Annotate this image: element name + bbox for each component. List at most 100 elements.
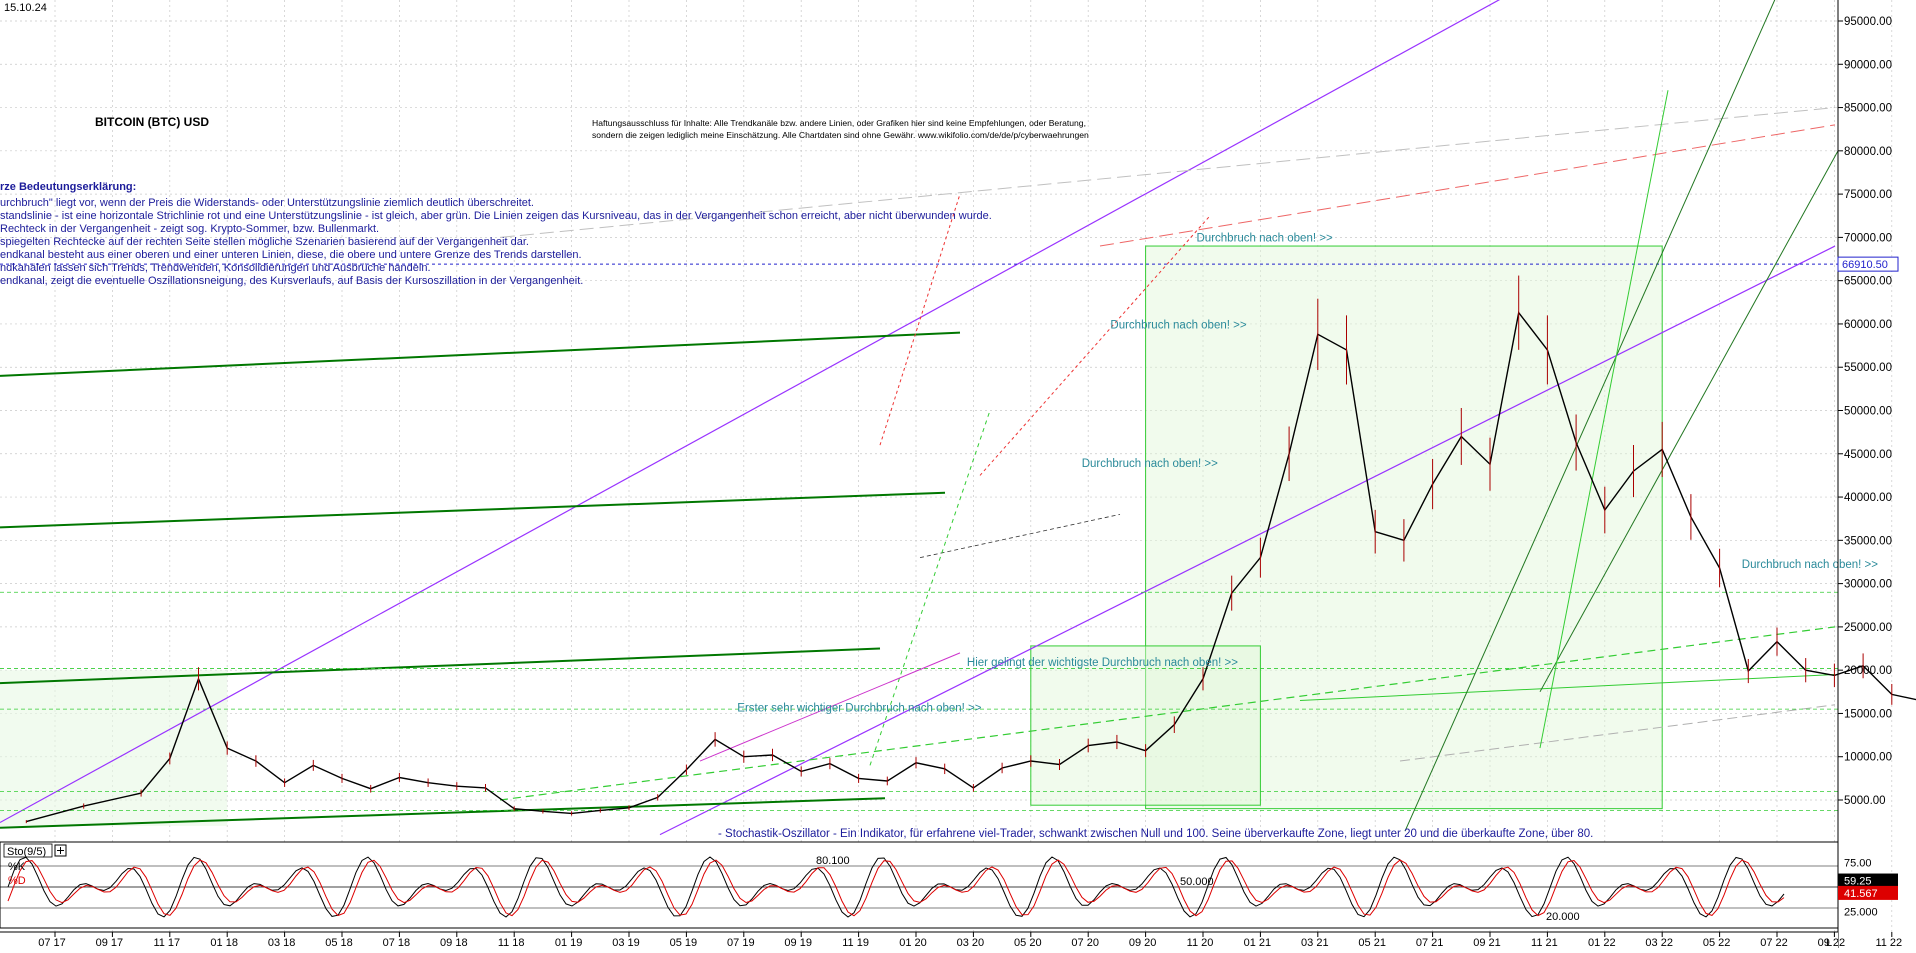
osc-axis-label: 75.00 [1844,858,1872,870]
purple-upper-channel-line [0,0,1501,824]
time-tick-label: 07 21 [1416,937,1444,948]
red-dotted-trend [879,193,961,446]
price-tick-label: 85000.00 [1844,103,1892,115]
green-base-line [0,797,886,829]
time-tick-label: L [1826,937,1832,948]
price-tick-label: 25000.00 [1844,622,1892,634]
green-dashed-long-trend [499,626,1836,801]
scenario-rectangles [0,245,1663,826]
gray-dashed-upper-trend [499,107,1836,238]
time-tick-label: 01 19 [555,937,583,948]
oscillator-label: Sto(9/5) [7,846,46,858]
d-label: %D [8,875,26,887]
time-tick-label: 01 22 [1588,937,1616,948]
breakout-annotation: Durchbruch nach oben! >> [1110,319,1246,331]
price-tick-label: 30000.00 [1844,579,1892,591]
time-tick-label: 09 22 [1818,937,1846,948]
oscillator-label-box [3,843,53,858]
breakout-annotation: Hier gelingt der wichtigste Durchbruch n… [967,657,1238,669]
legend-line: endkanal besteht aus einer oberen und ei… [0,249,582,261]
time-tick-label: 01 18 [210,937,238,948]
price-tick-label: 55000.00 [1844,362,1892,374]
k-value: 59.25 [1844,876,1872,888]
green-short-trend [1299,673,1836,701]
price-tick-label: 20000.00 [1844,665,1892,677]
price-tick-label: 90000.00 [1844,59,1892,71]
time-tick-label: 11 19 [842,937,869,948]
stochastic-panel: Sto(9/5) %K %D 80.100 50.000 20.000 75.00 25.00… [0,841,1898,929]
time-tick-label: 03 19 [612,937,640,948]
price-tick-label: 60000.00 [1844,319,1892,331]
time-axis: 07 17 09 17 11 17 01 18 03 18 05 18 07 18 09 18… [0,931,1902,949]
green-support-line [0,647,881,685]
breakout-annotation: Durchbruch nach oben! >> [1197,233,1333,245]
time-tick-label: 05 19 [670,937,698,948]
time-tick-label: 07 20 [1071,937,1099,948]
legend-line: Rechteck in der Vergangenheit - zeigt so… [0,223,379,235]
price-tick-label: 70000.00 [1844,232,1892,244]
price-panel-background [0,0,1838,841]
red-dotted-trend [979,215,1211,476]
stochastic-frame [0,841,1839,929]
plus-box-icon [54,844,67,857]
level-50-label: 50.000 [1180,876,1214,888]
legend-line: endkanal, zeigt die eventuelle Oszillati… [0,275,583,287]
legend-line: spiegelten Rechtecke auf der rechten Sei… [0,236,529,248]
time-tick-label: 07 17 [38,937,66,948]
time-tick-label: 03 22 [1645,937,1673,948]
time-tick-label: 03 21 [1301,937,1329,948]
legend-block: rze Bedeutungserklärung: urchbruch" lieg… [0,181,992,287]
breakout-annotation: Durchbruch nach oben! >> [1742,559,1878,571]
legend-line: standslinie - ist eine horizontale Stric… [0,210,992,222]
k-value-badge [1838,873,1898,888]
time-tick-label: 09 20 [1129,937,1157,948]
current-price-label: 66910.50 [1842,259,1888,271]
price-tick-label: 65000.00 [1844,276,1892,288]
green-steep-channel-lower [1539,150,1839,693]
price-tick-label: 45000.00 [1844,449,1892,461]
level-80-label: 80.100 [816,855,850,867]
stochastic-d-line [7,859,1785,917]
time-tick-label: 11 20 [1187,937,1214,948]
time-tick-label: 01 20 [899,937,927,948]
price-tick-label: 35000.00 [1844,535,1892,547]
price-tick-label: 15000.00 [1844,708,1892,720]
price-axis: 95000.00 90000.00 85000.00 80000.00 75000.00… [1837,0,1899,948]
green-dotted-trend [869,410,991,766]
price-tick-label: 75000.00 [1844,189,1892,201]
time-tick-label: 09 18 [440,937,468,948]
purple-lower-channel-line [659,245,1836,836]
osc-axis-label: 25.000 [1844,907,1878,919]
green-steep-channel-upper [1404,0,1776,832]
black-dashed-trend [919,513,1121,559]
breakout-rectangle [1030,645,1261,806]
chart-title: BITCOIN (BTC) USD [95,115,209,129]
time-tick-label: 03 20 [957,937,985,948]
legend-line: rze Bedeutungserklärung: [0,181,136,193]
time-tick-label: 03 18 [268,937,296,948]
magenta-trend [699,652,961,762]
time-tick-label: 07 19 [727,937,755,948]
price-tick-label: 95000.00 [1844,16,1892,28]
time-tick-label: 09 17 [96,937,124,948]
time-tick-label: 01 21 [1244,937,1272,948]
time-tick-label: 07 18 [383,937,411,948]
price-tick-label: 50000.00 [1844,406,1892,418]
time-tick-label: 05 18 [325,937,353,948]
trend-lines [0,0,1839,836]
chart-annotations: Durchbruch nach oben! >> Durchbruch nach … [737,233,1878,715]
chart-date: 15.10.24 [4,2,47,14]
disclaimer-line-2: sondern die zeigen lediglich meine Einsc… [592,130,1089,140]
time-tick-label: 11 18 [498,937,525,948]
time-tick-label: 05 20 [1014,937,1042,948]
green-resistance-line-upper [0,331,961,377]
grid [0,0,1893,932]
legend-line: urchbruch" liegt vor, wenn der Preis die… [0,197,534,209]
price-tick-label: 80000.00 [1844,146,1892,158]
oscillator-note: - Stochastik-Oszillator - Ein Indikator,… [718,828,1593,840]
time-tick-label: 07 22 [1760,937,1788,948]
current-price-badge [1837,256,1899,272]
green-resistance-line-middle [0,491,946,529]
time-tick-label: 11 17 [153,937,180,948]
